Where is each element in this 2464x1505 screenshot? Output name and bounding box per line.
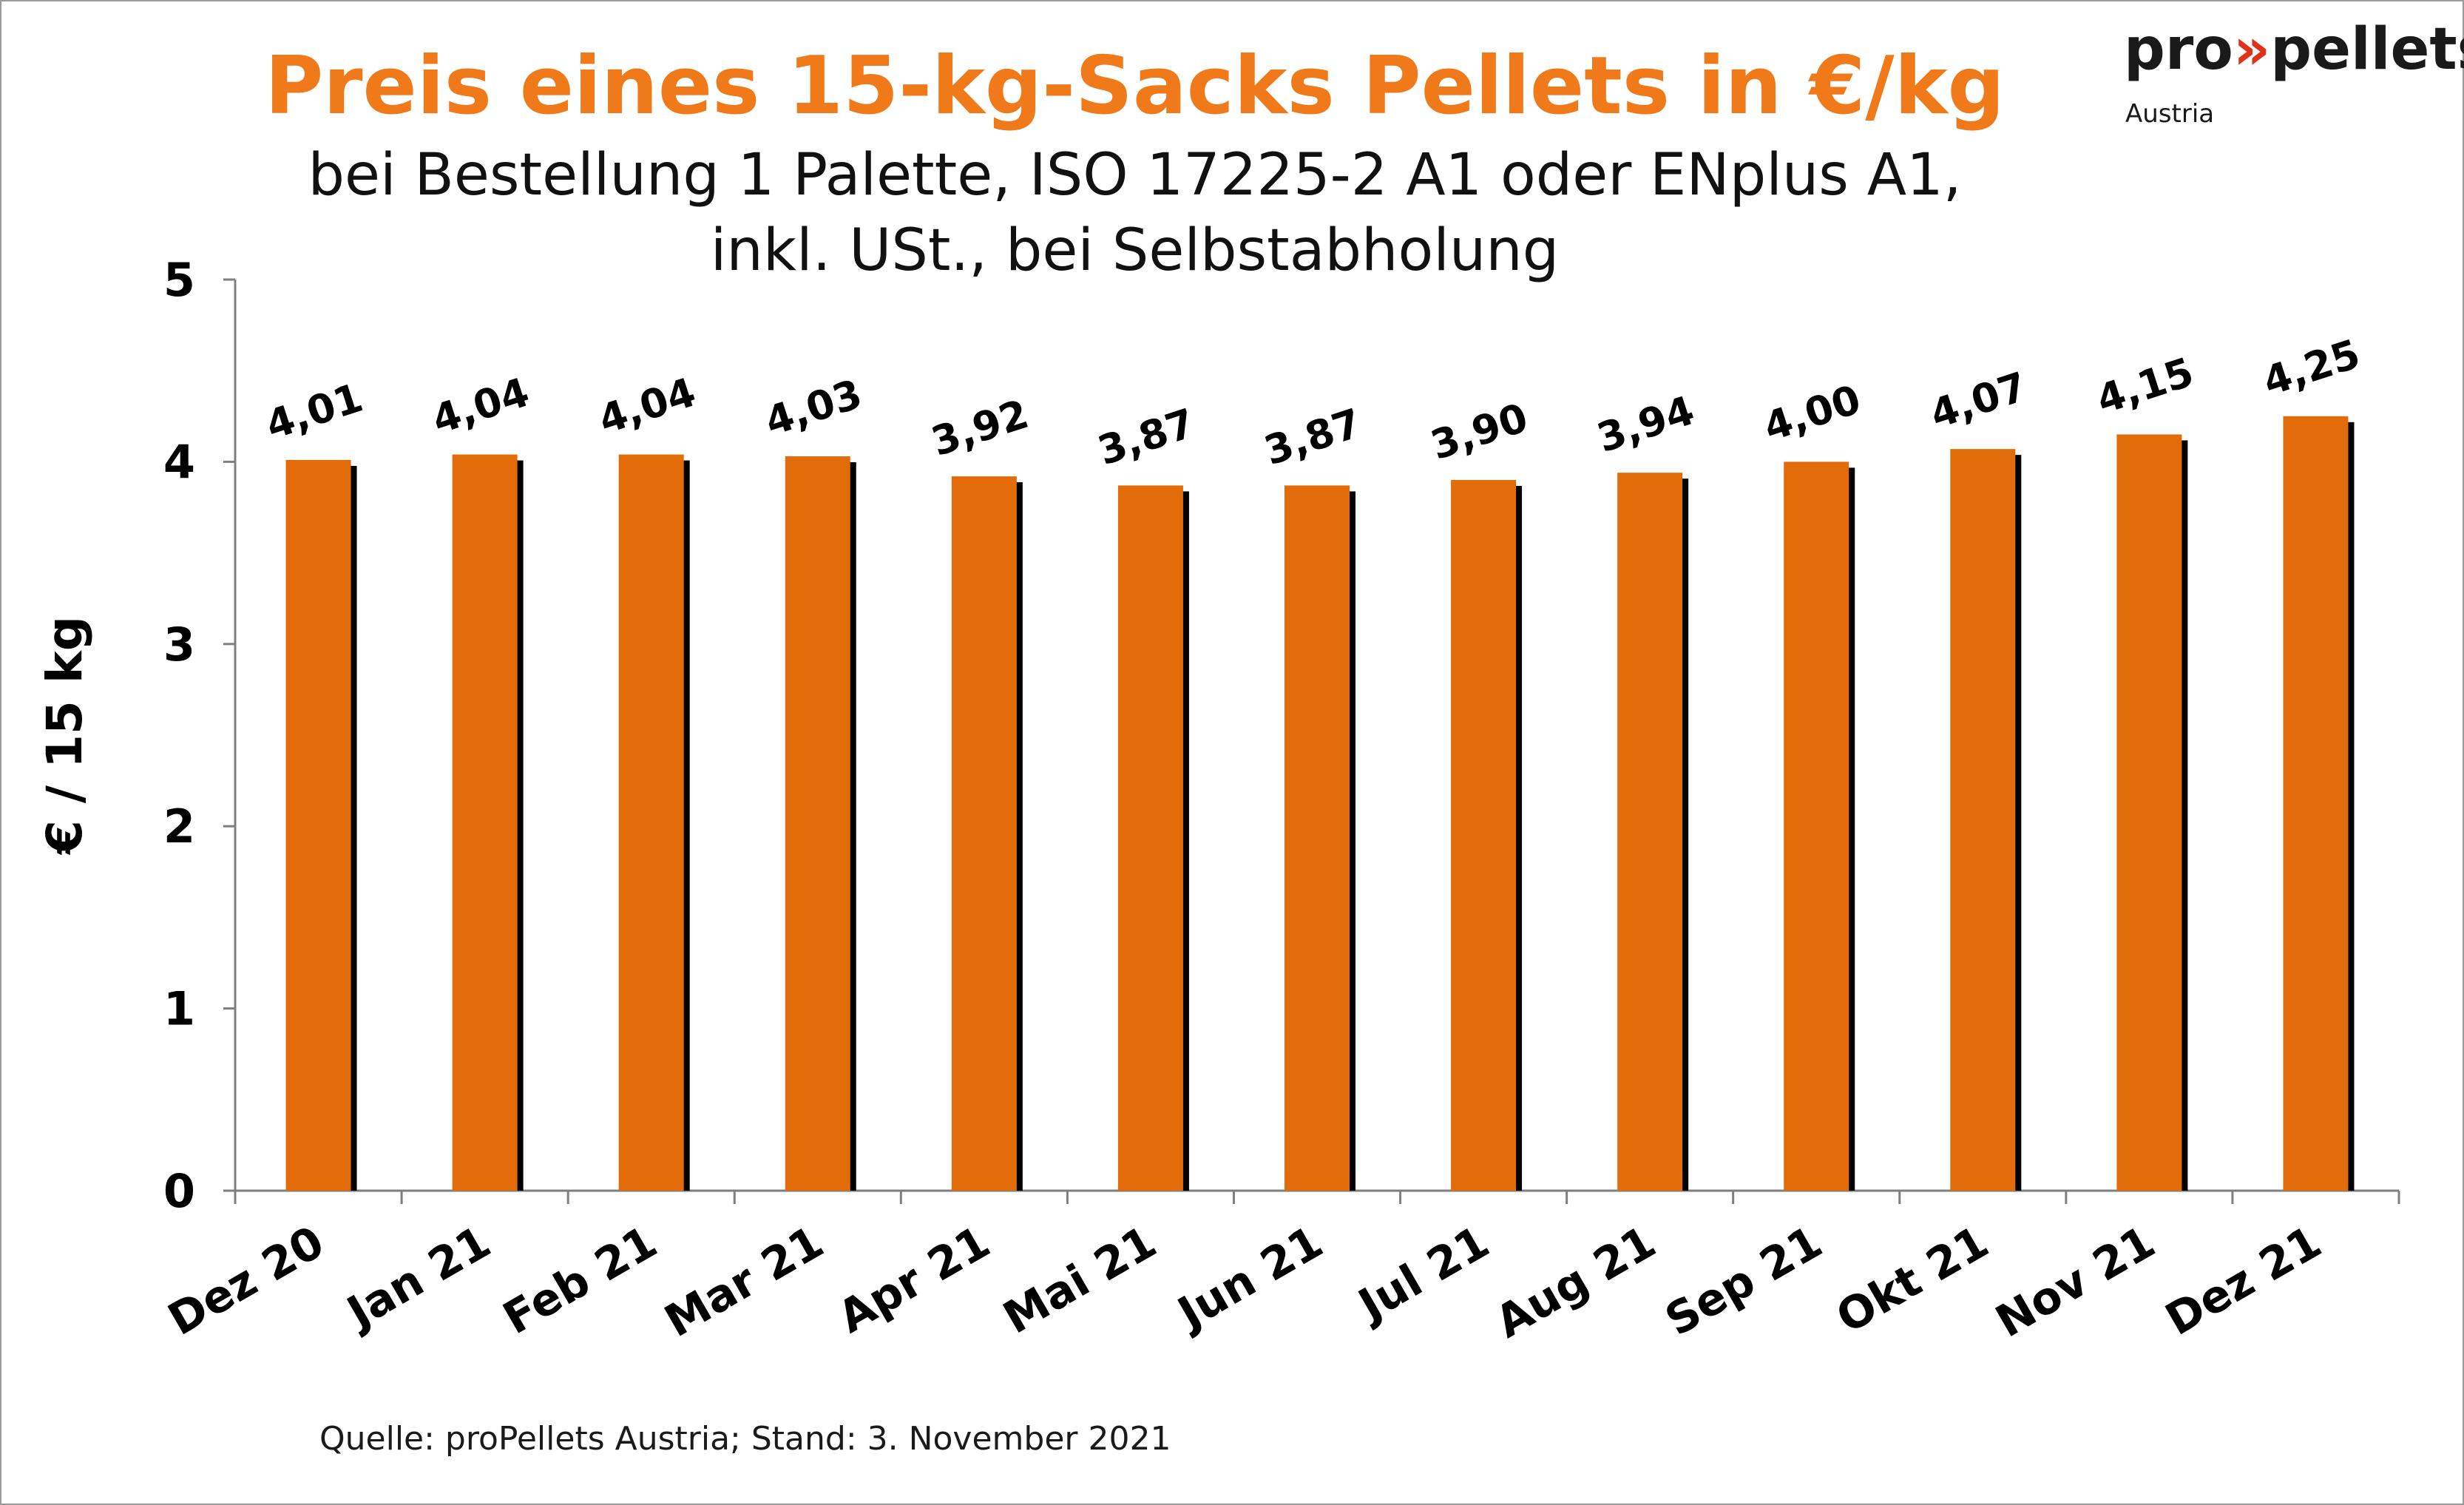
logo-text-pro: pro: [2124, 16, 2233, 83]
data-label: 3,94: [1591, 387, 1699, 461]
bar: [1617, 473, 1683, 1191]
x-tick-label: Mai 21: [995, 1216, 1165, 1344]
x-tick-label: Dez 21: [2157, 1216, 2330, 1346]
bar: [1117, 485, 1183, 1191]
data-label: 3,90: [1425, 394, 1533, 469]
data-label: 4,04: [593, 368, 701, 443]
y-axis-label: € / 15 kg: [36, 616, 93, 856]
bar: [452, 454, 518, 1191]
data-label: 4,01: [260, 374, 368, 449]
x-tick-label: Nov 21: [1987, 1216, 2163, 1347]
bar: [1285, 485, 1350, 1191]
y-tick-label: 3: [163, 618, 195, 672]
x-tick-label: Okt 21: [1828, 1216, 1997, 1344]
y-tick-label: 2: [163, 799, 195, 853]
bar: [618, 454, 684, 1191]
data-label: 4,25: [2258, 331, 2366, 405]
bar: [951, 476, 1017, 1191]
data-label: 3,87: [1092, 399, 1200, 474]
logo-text-pellets: pellets: [2270, 16, 2464, 83]
bar: [2283, 416, 2349, 1191]
logo-subtitle: Austria: [2125, 99, 2215, 129]
x-tick-label: Jan 21: [336, 1216, 499, 1340]
data-label: 4,03: [759, 371, 867, 445]
y-tick-label: 1: [163, 982, 195, 1036]
bar: [1950, 449, 2016, 1191]
x-tick-label: Mar 21: [656, 1216, 832, 1347]
x-tick-label: Feb 21: [495, 1216, 666, 1345]
data-label: 3,92: [926, 390, 1034, 465]
x-tick-label: Aug 21: [1487, 1216, 1665, 1348]
bar: [1451, 480, 1517, 1191]
data-label: 4,07: [1925, 363, 2033, 438]
x-tick-label: Apr 21: [830, 1216, 998, 1343]
y-tick-label: 4: [163, 435, 195, 489]
x-tick-label: Sep 21: [1656, 1216, 1830, 1346]
y-tick-label: 5: [163, 253, 195, 307]
bar: [285, 459, 351, 1191]
logo-arrow-icon: »: [2233, 16, 2271, 83]
x-tick-label: Jun 21: [1167, 1216, 1331, 1341]
x-tick-label: Jul 21: [1348, 1216, 1498, 1333]
data-label: 3,87: [1259, 399, 1367, 474]
chart-subtitle-line1: bei Bestellung 1 Palette, ISO 17225-2 A1…: [308, 142, 1962, 209]
chart-subtitle-line2: inkl. USt., bei Selbstabholung: [710, 217, 1560, 284]
y-tick-label: 0: [163, 1164, 195, 1218]
data-label: 4,00: [1758, 376, 1866, 450]
bar: [1784, 461, 1849, 1191]
propellets-logo: pro»pellets: [2124, 16, 2464, 83]
bar: [2116, 434, 2182, 1191]
x-tick-label: Dez 20: [160, 1216, 333, 1346]
chart-title: Preis eines 15-kg-Sacks Pellets in €/kg: [265, 40, 2005, 132]
source-note: Quelle: proPellets Austria; Stand: 3. No…: [319, 1420, 1171, 1458]
bar: [785, 456, 850, 1191]
data-label: 4,04: [427, 368, 535, 443]
data-label: 4,15: [2091, 348, 2199, 423]
